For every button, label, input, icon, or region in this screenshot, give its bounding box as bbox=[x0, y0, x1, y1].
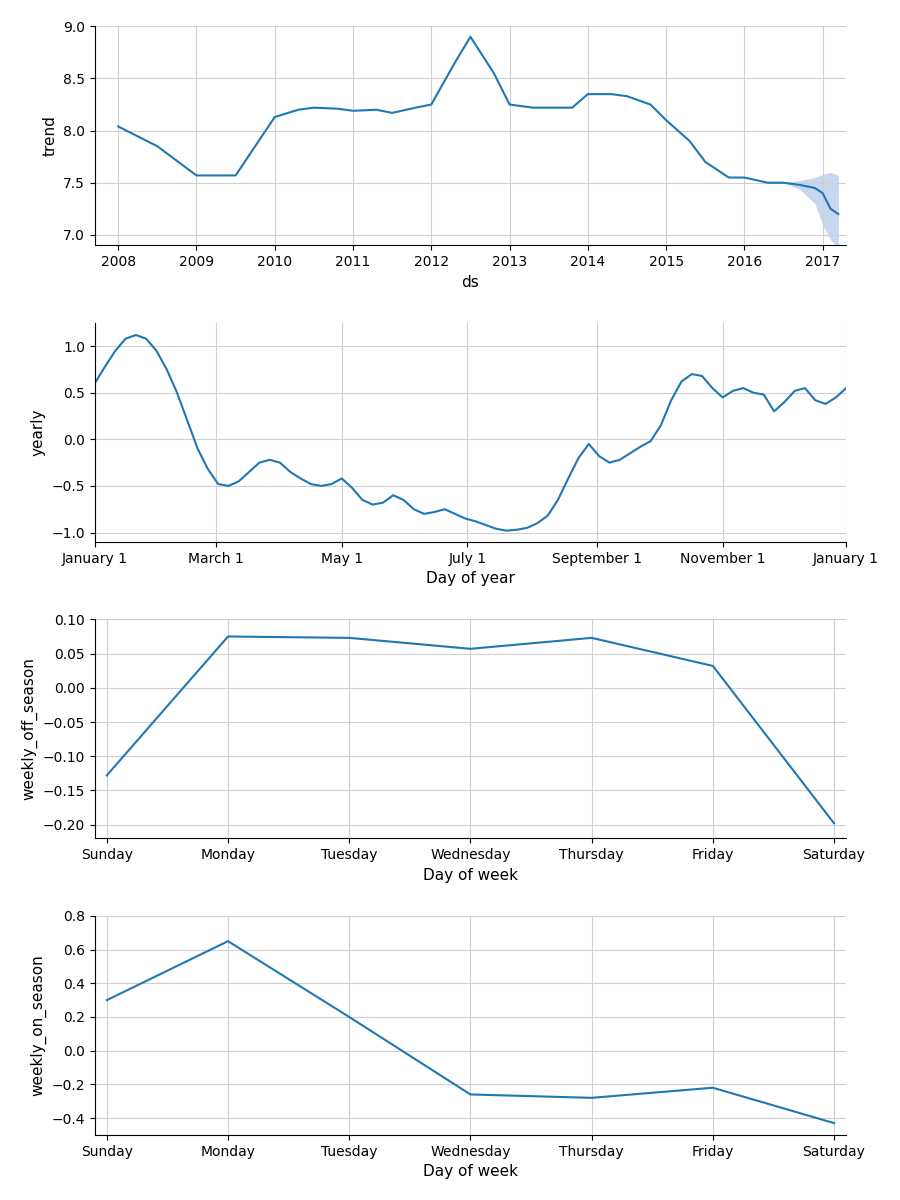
Y-axis label: weekly_on_season: weekly_on_season bbox=[30, 954, 46, 1097]
X-axis label: ds: ds bbox=[462, 275, 480, 289]
Y-axis label: trend: trend bbox=[42, 115, 58, 156]
Y-axis label: yearly: yearly bbox=[31, 408, 46, 456]
X-axis label: Day of week: Day of week bbox=[423, 1164, 518, 1180]
X-axis label: Day of week: Day of week bbox=[423, 868, 518, 883]
X-axis label: Day of year: Day of year bbox=[426, 571, 515, 586]
Y-axis label: weekly_off_season: weekly_off_season bbox=[21, 658, 37, 800]
